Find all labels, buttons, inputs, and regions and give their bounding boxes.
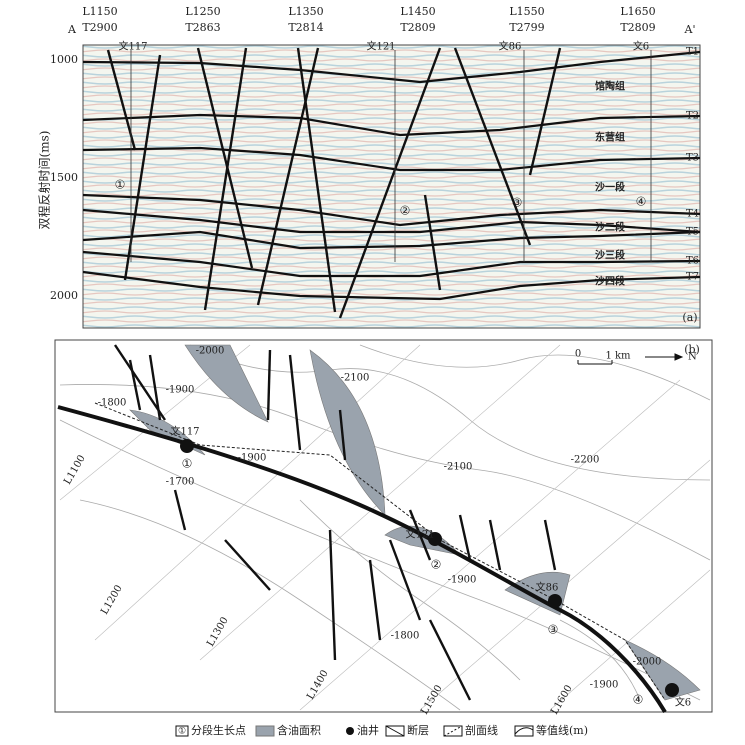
contour-label: -1700 (166, 477, 195, 488)
contour-label: -1800 (98, 398, 127, 409)
horizon-label: T1 (686, 47, 699, 58)
y-axis-title: 双程反射时间(ms) (37, 131, 52, 230)
well-name: 文117 (170, 425, 199, 438)
scale-label: 0 (575, 349, 581, 360)
well-name: 文86 (536, 581, 559, 594)
trace-number: T2809 (620, 21, 655, 34)
trace-number: T2900 (82, 21, 117, 34)
map-faults (114, 344, 557, 701)
contours (59, 344, 711, 711)
trace-number: T2799 (509, 21, 544, 34)
horizon-label: T3 (686, 153, 699, 164)
well-name: 文6 (633, 40, 649, 53)
horizon-label: T5 (686, 227, 699, 238)
trace-number: T2809 (400, 21, 435, 34)
y-tick-label: 2000 (50, 289, 78, 302)
growth-point: ② (400, 204, 411, 218)
horizon-label: T2 (686, 111, 699, 122)
trace-number: T2814 (288, 21, 323, 34)
legend-label: 等值线(m) (536, 723, 588, 737)
contour-label: -1900 (590, 680, 619, 691)
formation-label: 沙一段 (595, 181, 625, 194)
well-name: 文86 (499, 40, 522, 53)
line-number: L1350 (288, 5, 323, 18)
legend-label: 剖面线 (465, 723, 498, 737)
line-number: L1650 (620, 5, 655, 18)
oil-wells (180, 439, 679, 697)
legend-label: 油井 (357, 723, 379, 737)
y-tick-label: 1500 (50, 171, 78, 184)
legend-label: 断层 (407, 723, 429, 737)
growth-point: ② (431, 558, 442, 572)
contour-label: -2000 (633, 657, 662, 668)
well-name: 文6 (675, 696, 691, 709)
growth-point: ④ (633, 693, 644, 707)
contour-label: -2100 (444, 462, 473, 473)
contour-label: -2200 (571, 455, 600, 466)
well-name: 文121 (366, 40, 395, 53)
horizon-label: T7 (686, 272, 699, 283)
growth-point: ④ (636, 195, 647, 209)
growth-point: ① (182, 457, 193, 471)
horizon-label: T4 (686, 209, 699, 220)
line-number: L1550 (509, 5, 544, 18)
legend-symbols (175, 725, 534, 737)
horizons (82, 50, 701, 301)
contour-label: -2100 (341, 373, 370, 384)
legend-label: 含油面积 (277, 723, 321, 737)
well-name: 文117 (118, 40, 147, 53)
oil-areas (129, 344, 701, 701)
formation-label: 沙三段 (595, 249, 625, 262)
north-label: N (688, 352, 697, 363)
contour-label: -1900 (448, 575, 477, 586)
well-name: 文121 (405, 528, 434, 541)
faults (106, 47, 562, 319)
growth-point: ③ (512, 196, 523, 210)
scale-north (577, 353, 684, 365)
line-number: L1250 (185, 5, 220, 18)
legend-label: 分段生长点 (191, 723, 246, 737)
section-end: A' (684, 23, 696, 36)
formation-label: 馆陶组 (595, 80, 625, 93)
growth-point: ① (115, 178, 126, 192)
y-tick-label: 1000 (50, 53, 78, 66)
contour-label: -1800 (391, 631, 420, 642)
growth-point: ③ (548, 623, 559, 637)
main-fault (57, 405, 667, 714)
line-number: L1150 (82, 5, 117, 18)
line-number: L1450 (400, 5, 435, 18)
horizon-label: T6 (686, 256, 699, 267)
panel-label: (b) (684, 343, 700, 356)
section-end: A (67, 23, 77, 36)
well-lines (130, 50, 652, 262)
legend-symbol: ① (178, 727, 186, 737)
contour-label: -1900 (166, 385, 195, 396)
scale-label: 1 km (605, 351, 631, 362)
contour-label: -1900 (238, 453, 267, 464)
contour-label: -2000 (196, 346, 225, 357)
formation-label: 沙四段 (595, 275, 625, 288)
formation-label: 东营组 (595, 131, 625, 144)
formation-label: 沙二段 (595, 221, 625, 234)
panel-label: (a) (682, 311, 697, 324)
trace-number: T2863 (185, 21, 220, 34)
